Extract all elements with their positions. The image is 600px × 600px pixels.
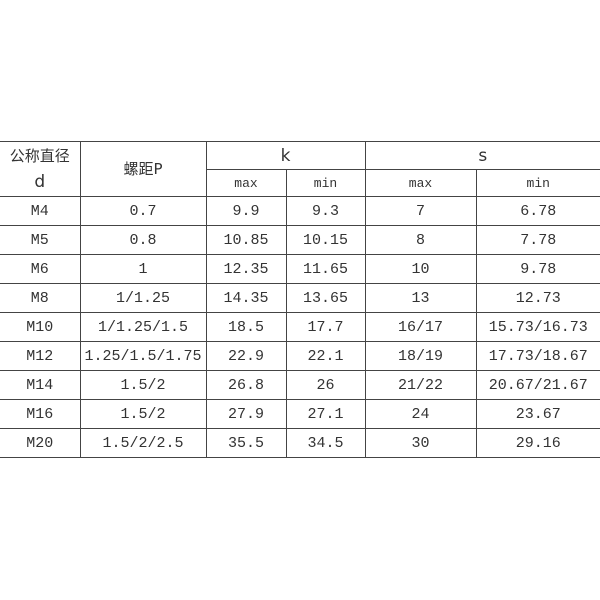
cell-d: M20 bbox=[0, 428, 81, 458]
cell-k-max: 27.9 bbox=[205, 399, 287, 429]
cell-d: M8 bbox=[0, 283, 81, 313]
header-k-max: max bbox=[206, 169, 287, 197]
table-row: M20 1.5/2/2.5 35.5 34.5 30 29.16 bbox=[0, 428, 600, 458]
cell-d: M10 bbox=[0, 312, 81, 342]
cell-k-min: 11.65 bbox=[285, 254, 366, 284]
cell-k-min: 17.7 bbox=[285, 312, 366, 342]
cell-pitch: 1.5/2 bbox=[79, 370, 207, 400]
cell-s-min: 9.78 bbox=[475, 254, 600, 284]
header-s-min: min bbox=[475, 169, 600, 197]
cell-k-max: 35.5 bbox=[205, 428, 287, 458]
table-row: M6 1 12.35 11.65 10 9.78 bbox=[0, 254, 600, 284]
cell-s-max: 30 bbox=[364, 428, 477, 458]
table-row: M5 0.8 10.85 10.15 8 7.78 bbox=[0, 225, 600, 255]
cell-s-max: 8 bbox=[364, 225, 477, 255]
cell-s-max: 13 bbox=[364, 283, 477, 313]
table-row: M4 0.7 9.9 9.3 7 6.78 bbox=[0, 196, 600, 226]
header-pitch: 螺距P bbox=[79, 141, 207, 197]
cell-s-min: 29.16 bbox=[475, 428, 600, 458]
cell-k-min: 27.1 bbox=[285, 399, 366, 429]
cell-s-min: 15.73/16.73 bbox=[475, 312, 600, 342]
cell-pitch: 0.8 bbox=[79, 225, 207, 255]
cell-d: M6 bbox=[0, 254, 81, 284]
cell-s-min: 6.78 bbox=[475, 196, 600, 226]
cell-k-min: 34.5 bbox=[285, 428, 366, 458]
table-row: M12 1.25/1.5/1.75 22.9 22.1 18/19 17.73/18.67 bbox=[0, 341, 600, 371]
cell-k-max: 14.35 bbox=[205, 283, 287, 313]
table-row: M10 1/1.25/1.5 18.5 17.7 16/17 15.73/16.73 bbox=[0, 312, 600, 342]
cell-k-min: 22.1 bbox=[285, 341, 366, 371]
table-row: M16 1.5/2 27.9 27.1 24 23.67 bbox=[0, 399, 600, 429]
cell-d: M16 bbox=[0, 399, 81, 429]
cell-d: M4 bbox=[0, 196, 81, 226]
cell-pitch: 1 bbox=[79, 254, 207, 284]
cell-d: M12 bbox=[0, 341, 81, 371]
cell-d: M14 bbox=[0, 370, 81, 400]
cell-s-max: 24 bbox=[364, 399, 477, 429]
cell-d: M5 bbox=[0, 225, 81, 255]
cell-s-min: 20.67/21.67 bbox=[475, 370, 600, 400]
cell-pitch: 0.7 bbox=[79, 196, 207, 226]
header-row-1: 公称直径 d 螺距P k s bbox=[0, 141, 600, 197]
cell-s-min: 17.73/18.67 bbox=[475, 341, 600, 371]
cell-s-max: 16/17 bbox=[364, 312, 477, 342]
header-k: k bbox=[205, 141, 366, 170]
cell-k-max: 22.9 bbox=[205, 341, 287, 371]
cell-k-max: 26.8 bbox=[205, 370, 287, 400]
header-d-line2: d bbox=[34, 172, 46, 192]
header-d-line1: 公称直径 bbox=[9, 147, 70, 165]
dimension-table: 公称直径 d 螺距P k s max min max min M4 0.7 9.9 9… bbox=[0, 141, 600, 458]
cell-pitch: 1/1.25 bbox=[79, 283, 207, 313]
cell-s-max: 18/19 bbox=[364, 341, 477, 371]
header-k-min: min bbox=[285, 169, 366, 197]
cell-pitch: 1.5/2 bbox=[79, 399, 207, 429]
table-row: M14 1.5/2 26.8 26 21/22 20.67/21.67 bbox=[0, 370, 600, 400]
cell-s-min: 23.67 bbox=[475, 399, 600, 429]
cell-s-min: 12.73 bbox=[475, 283, 600, 313]
cell-k-max: 9.9 bbox=[205, 196, 287, 226]
cell-k-min: 10.15 bbox=[285, 225, 366, 255]
cell-k-min: 26 bbox=[285, 370, 366, 400]
cell-k-max: 10.85 bbox=[205, 225, 287, 255]
cell-s-max: 7 bbox=[364, 196, 477, 226]
cell-s-max: 21/22 bbox=[364, 370, 477, 400]
cell-pitch: 1/1.25/1.5 bbox=[79, 312, 207, 342]
cell-k-min: 13.65 bbox=[285, 283, 366, 313]
header-nominal-diameter: 公称直径 d bbox=[0, 141, 81, 197]
table-row: M8 1/1.25 14.35 13.65 13 12.73 bbox=[0, 283, 600, 313]
cell-pitch: 1.25/1.5/1.75 bbox=[79, 341, 207, 371]
header-s: s bbox=[364, 141, 600, 170]
header-s-max: max bbox=[364, 169, 477, 197]
cell-k-max: 12.35 bbox=[205, 254, 287, 284]
cell-s-min: 7.78 bbox=[475, 225, 600, 255]
cell-pitch: 1.5/2/2.5 bbox=[79, 428, 207, 458]
cell-s-max: 10 bbox=[364, 254, 477, 284]
cell-k-min: 9.3 bbox=[285, 196, 366, 226]
cell-k-max: 18.5 bbox=[205, 312, 287, 342]
